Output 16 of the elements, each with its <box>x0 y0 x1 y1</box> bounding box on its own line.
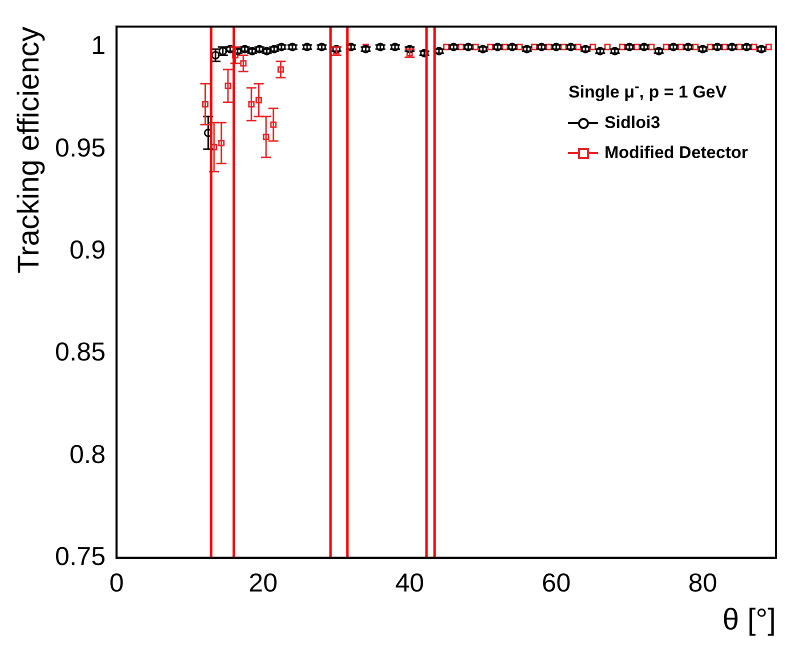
y-tick-label: 0.75 <box>54 540 106 571</box>
legend-label: Modified Detector <box>604 142 748 164</box>
y-axis-title: Tracking efficiency <box>12 26 46 274</box>
y-tick-label: 0.9 <box>69 234 106 265</box>
x-axis-title: θ [°] <box>722 603 776 636</box>
x-tick-label: 80 <box>688 568 718 598</box>
y-tick-label: 0.8 <box>69 438 106 469</box>
legend-title: Single μ$^{-}$, p = 1 GeV <box>568 78 728 104</box>
x-tick-label: 0 <box>109 568 124 598</box>
legend-label: Sidloi3 <box>604 112 660 134</box>
y-tick-label: 0.95 <box>54 132 106 162</box>
y-tick-label: 1 <box>91 30 106 60</box>
x-tick-label: 60 <box>542 568 571 598</box>
x-tick-label: 40 <box>395 568 424 598</box>
y-tick-label: 0.85 <box>54 336 106 367</box>
x-tick-label: 20 <box>248 568 278 598</box>
